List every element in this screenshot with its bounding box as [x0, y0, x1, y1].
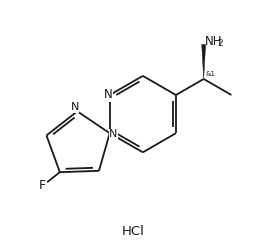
Text: N: N: [103, 88, 112, 101]
Text: HCl: HCl: [122, 225, 144, 238]
Text: &1: &1: [205, 70, 215, 77]
Polygon shape: [202, 44, 206, 79]
Text: 2: 2: [218, 39, 223, 48]
Text: N: N: [109, 129, 117, 139]
Text: NH: NH: [205, 35, 222, 48]
Text: N: N: [71, 102, 79, 112]
Text: F: F: [39, 179, 46, 192]
